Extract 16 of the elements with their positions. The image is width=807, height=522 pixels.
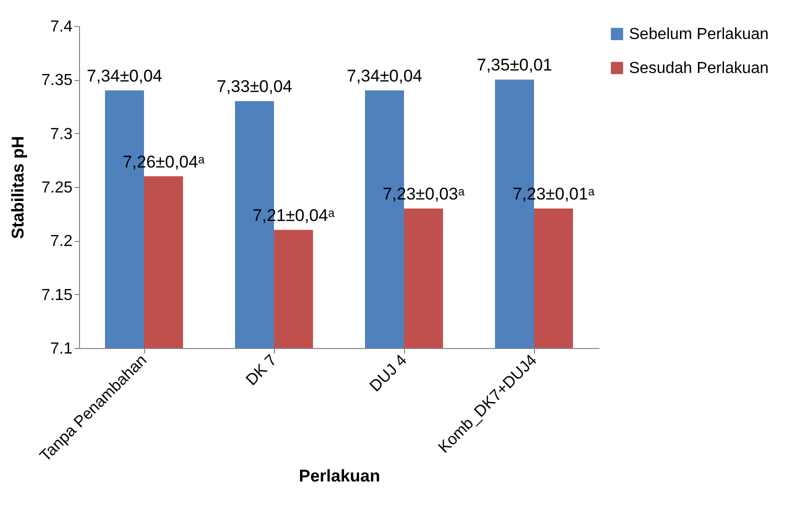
data-label: 7,35±0,01 — [476, 56, 552, 75]
x-tick-label: DK 7 — [243, 352, 280, 390]
x-axis-title: Perlakuan — [298, 466, 380, 486]
y-tick-label: 7.1 — [50, 340, 73, 358]
data-label: 7,34±0,04 — [346, 66, 422, 86]
y-tick-label: 7.15 — [41, 286, 73, 304]
legend-label: Sebelum Perlakuan — [629, 26, 769, 43]
legend-label: Sesudah Perlakuan — [629, 60, 769, 77]
y-axis-title: Stabilitas pH — [8, 136, 28, 239]
y-tick-label: 7.2 — [50, 233, 73, 250]
data-label: 7,34±0,04 — [86, 66, 162, 86]
y-tick-label: 7.3 — [50, 126, 73, 143]
y-tick-label: 7.35 — [41, 72, 73, 90]
y-tick-label: 7.4 — [50, 18, 73, 36]
data-label: 7,33±0,04 — [216, 77, 292, 96]
y-tick-label: 7.25 — [41, 180, 73, 196]
